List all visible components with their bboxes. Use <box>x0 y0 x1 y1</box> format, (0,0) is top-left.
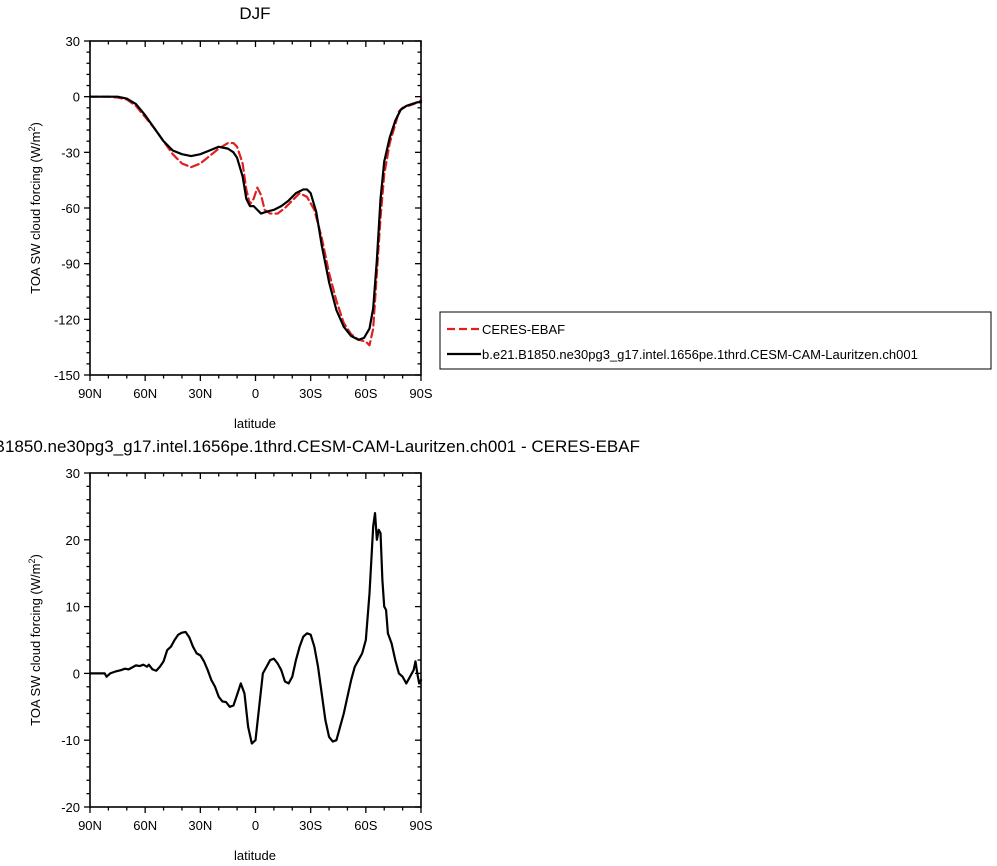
top-y-tick-label: -30 <box>61 145 80 160</box>
top-y-tick-label: -60 <box>61 201 80 216</box>
top-y-tick-labels: 30 0 -30 -60 -90 -120 -150 <box>54 34 80 383</box>
top-y-tick-label: -120 <box>54 312 80 327</box>
bottom-y-tick-label: 10 <box>66 600 80 615</box>
bottom-y-tick-label: -10 <box>61 733 80 748</box>
top-x-tick-label: 30N <box>188 386 212 401</box>
bottom-x-tick-label: 60N <box>133 818 157 833</box>
legend: CERES-EBAF b.e21.B1850.ne30pg3_g17.intel… <box>439 311 992 370</box>
top-tick-marks <box>84 40 422 381</box>
bottom-x-tick-label: 90S <box>409 818 432 833</box>
top-x-axis-label: latitude <box>234 416 276 431</box>
bottom-x-tick-labels: 90N 60N 30N 0 30S 60S 90S <box>78 818 433 833</box>
top-x-tick-label: 90S <box>409 386 432 401</box>
bottom-y-tick-label: -20 <box>61 800 80 815</box>
bottom-y-axis-label: TOA SW cloud forcing (W/m2) <box>27 554 43 726</box>
top-y-tick-label: 0 <box>73 90 80 105</box>
top-y-tick-label: 30 <box>66 34 80 49</box>
bottom-y-tick-label: 20 <box>66 533 80 548</box>
bottom-x-tick-label: 60S <box>354 818 377 833</box>
bottom-x-tick-label: 90N <box>78 818 102 833</box>
bottom-y-tick-label: 0 <box>73 666 80 681</box>
bottom-chart-title: b.e21.B1850.ne30pg3_g17.intel.1656pe.1th… <box>0 437 640 456</box>
bottom-x-axis-label: latitude <box>234 848 276 863</box>
top-x-tick-labels: 90N 60N 30N 0 30S 60S 90S <box>78 386 433 401</box>
legend-box <box>439 311 992 370</box>
bottom-y-tick-labels: 30 20 10 0 -10 -20 <box>61 466 80 815</box>
top-x-tick-label: 90N <box>78 386 102 401</box>
top-series-group <box>88 95 423 347</box>
top-panel: DJF 30 0 -30 -60 -90 -120 -150 90N 60N 3… <box>27 4 992 431</box>
bottom-x-tick-label: 30S <box>299 818 322 833</box>
top-chart-title: DJF <box>239 4 270 23</box>
top-series-line-0 <box>88 95 423 347</box>
top-x-tick-label: 60N <box>133 386 157 401</box>
bottom-x-tick-label: 30N <box>188 818 212 833</box>
bottom-panel: b.e21.B1850.ne30pg3_g17.intel.1656pe.1th… <box>0 437 640 863</box>
bottom-y-tick-label: 30 <box>66 466 80 481</box>
top-x-tick-label: 30S <box>299 386 322 401</box>
top-y-tick-label: -90 <box>61 257 80 272</box>
bottom-x-tick-label: 0 <box>252 818 259 833</box>
bottom-plot-frame <box>89 472 422 808</box>
top-x-tick-label: 0 <box>252 386 259 401</box>
top-y-tick-label: -150 <box>54 368 80 383</box>
top-x-tick-label: 60S <box>354 386 377 401</box>
bottom-series-line-0 <box>88 511 423 745</box>
top-series-line-1 <box>88 95 423 341</box>
legend-entry-ceres: CERES-EBAF <box>482 322 565 337</box>
bottom-tick-marks <box>84 472 422 813</box>
legend-entry-model: b.e21.B1850.ne30pg3_g17.intel.1656pe.1th… <box>482 347 918 362</box>
top-y-axis-label: TOA SW cloud forcing (W/m2) <box>27 122 43 294</box>
bottom-series-group <box>88 511 423 745</box>
